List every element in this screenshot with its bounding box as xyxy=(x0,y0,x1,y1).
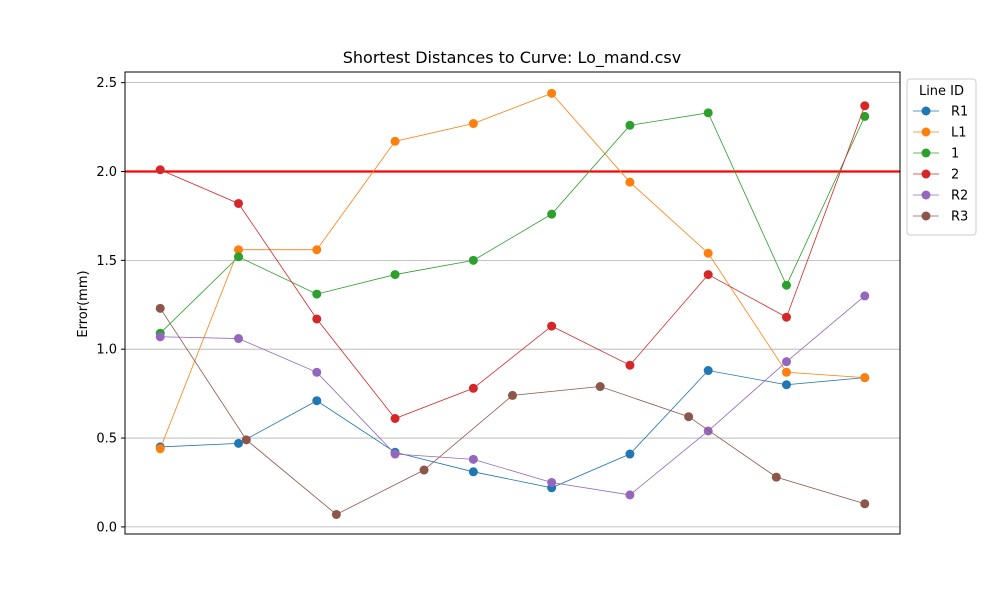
legend-entry: R2 xyxy=(913,189,968,204)
legend-marker xyxy=(921,148,931,158)
legend-entry: R3 xyxy=(913,210,968,225)
series-R3 xyxy=(155,303,870,519)
data-point xyxy=(781,367,791,377)
y-tick-label: 0.5 xyxy=(96,432,117,447)
legend-marker xyxy=(921,169,931,179)
data-point xyxy=(312,314,322,324)
series-group xyxy=(155,88,870,519)
data-point xyxy=(234,252,244,262)
series-line xyxy=(160,105,866,419)
data-point xyxy=(390,449,400,459)
series-R2 xyxy=(155,291,870,500)
series-L1 xyxy=(155,88,870,454)
data-point xyxy=(860,101,870,111)
data-point xyxy=(468,383,478,393)
data-point xyxy=(781,380,791,390)
data-point xyxy=(155,165,165,175)
data-point xyxy=(625,177,635,187)
data-point xyxy=(703,270,713,280)
data-point xyxy=(860,373,870,383)
data-point xyxy=(625,360,635,370)
legend-label: L1 xyxy=(951,126,967,141)
data-point xyxy=(625,120,635,130)
series-line xyxy=(159,112,866,334)
legend: Line ID R1 L1 1 2 R2 R3 xyxy=(906,78,977,236)
data-point xyxy=(234,334,244,344)
legend-title: Line ID xyxy=(919,84,964,99)
y-axis: 0.0 0.5 1.0 1.5 2.0 2.5 xyxy=(96,76,125,535)
legend-entry: 1 xyxy=(913,147,959,162)
y-tick-label: 0.0 xyxy=(96,520,117,535)
data-point xyxy=(468,454,478,464)
y-tick-label: 2.0 xyxy=(96,165,117,180)
legend-label: 1 xyxy=(951,147,959,162)
data-point xyxy=(419,465,429,475)
data-point xyxy=(703,248,713,258)
legend-marker xyxy=(921,127,931,137)
data-point xyxy=(625,490,635,500)
data-point xyxy=(860,291,870,301)
legend-entry: 2 xyxy=(913,168,959,183)
data-point xyxy=(390,270,400,280)
data-point xyxy=(468,119,478,129)
data-point xyxy=(468,255,478,265)
data-point xyxy=(312,396,322,406)
data-point xyxy=(241,435,251,445)
data-point xyxy=(547,321,557,331)
data-point xyxy=(860,499,870,509)
data-point xyxy=(771,472,781,482)
legend-marker xyxy=(921,211,931,221)
legend-label: R3 xyxy=(951,210,968,225)
data-point xyxy=(155,444,165,454)
data-point xyxy=(234,198,244,208)
data-point xyxy=(468,467,478,477)
y-tick-label: 1.0 xyxy=(96,343,117,358)
plot-frame xyxy=(124,71,901,535)
data-point xyxy=(547,88,557,98)
data-point xyxy=(234,438,244,448)
data-point xyxy=(703,108,713,118)
y-tick-label: 2.5 xyxy=(96,76,117,91)
legend-marker xyxy=(921,190,931,200)
series-line xyxy=(160,295,866,496)
legend-entry: R1 xyxy=(913,105,968,120)
legend-label: 2 xyxy=(951,168,959,183)
data-point xyxy=(547,477,557,487)
data-point xyxy=(703,366,713,376)
data-point xyxy=(312,245,322,255)
data-point xyxy=(547,209,557,219)
series-line xyxy=(160,370,865,489)
data-point xyxy=(155,303,165,313)
legend-label: R1 xyxy=(951,105,968,120)
data-point xyxy=(312,367,322,377)
series-line xyxy=(159,92,865,449)
data-point xyxy=(625,449,635,459)
data-point xyxy=(684,412,694,422)
data-point xyxy=(155,332,165,342)
data-point xyxy=(781,357,791,367)
y-axis-label: Error(mm) xyxy=(76,270,91,337)
data-point xyxy=(595,382,605,392)
data-point xyxy=(390,136,400,146)
data-point xyxy=(331,509,341,519)
legend-entry: L1 xyxy=(913,126,967,141)
legend-label: R2 xyxy=(951,189,968,204)
data-point xyxy=(860,111,870,121)
data-point xyxy=(508,390,517,400)
legend-marker xyxy=(921,106,931,116)
series-2 xyxy=(155,101,870,423)
y-tick-label: 1.5 xyxy=(96,254,117,269)
data-point xyxy=(312,289,322,299)
data-point xyxy=(390,414,400,423)
chart-title: Shortest Distances to Curve: Lo_mand.csv xyxy=(343,48,681,68)
data-point xyxy=(781,280,791,290)
data-point xyxy=(234,245,244,255)
data-point xyxy=(781,312,791,322)
